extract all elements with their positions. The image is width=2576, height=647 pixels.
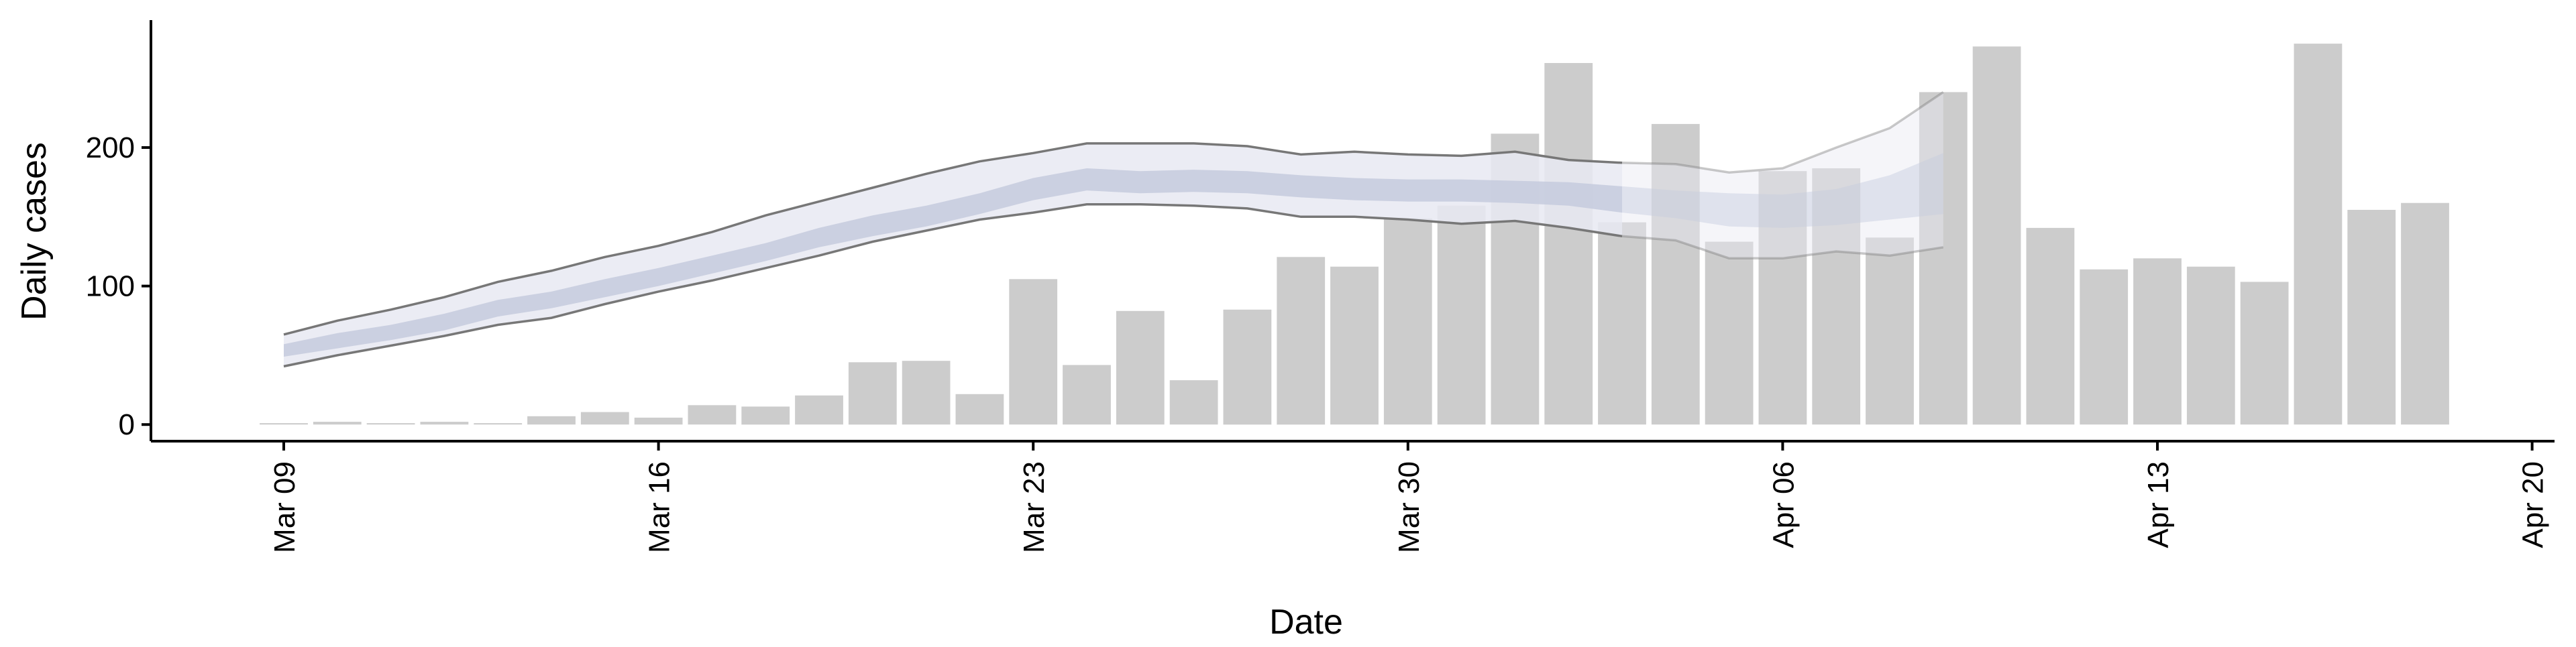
inner-band <box>284 168 1622 357</box>
bar <box>366 423 415 425</box>
bar <box>2186 266 2235 425</box>
bar <box>634 417 683 425</box>
bar <box>1758 171 1807 425</box>
bar <box>1437 205 1486 425</box>
bar <box>1651 123 1700 425</box>
bar <box>2294 44 2343 425</box>
bar <box>420 422 469 425</box>
bar <box>1116 310 1165 425</box>
bar <box>848 362 897 425</box>
estimate-band-layer <box>283 91 1944 368</box>
bar <box>1277 257 1326 425</box>
inner-band-tail <box>1622 153 1943 228</box>
bar <box>955 394 1004 425</box>
x-tick-label: Mar 23 <box>1018 461 1051 553</box>
bar <box>1919 92 1968 425</box>
y-axis-title: Daily cases <box>15 142 54 320</box>
x-axis-title: Date <box>1269 603 1343 642</box>
bar <box>1972 46 2021 425</box>
lower-bound-line-tail <box>1621 235 1944 260</box>
bar <box>1383 218 1432 425</box>
bar <box>1009 279 1058 425</box>
bar <box>1866 237 1914 425</box>
bar <box>580 412 629 425</box>
bar <box>902 361 951 425</box>
y-tick-label: 0 <box>119 408 135 441</box>
bar <box>2240 282 2289 425</box>
bars-layer <box>260 44 2449 425</box>
outer-band <box>284 143 1622 367</box>
bar <box>1544 63 1593 425</box>
x-tick-label: Apr 20 <box>2517 461 2550 548</box>
bar <box>795 395 843 425</box>
bar <box>2401 202 2449 425</box>
bar <box>741 406 790 425</box>
y-tick-label: 100 <box>86 270 135 303</box>
lower-bound-line <box>283 203 1623 368</box>
bar <box>313 422 362 425</box>
bar <box>1169 380 1218 425</box>
bar <box>260 423 308 425</box>
bar <box>1330 266 1379 425</box>
x-tick-label: Mar 09 <box>268 461 301 553</box>
upper-bound-line-tail <box>1621 91 1944 174</box>
bar <box>2347 210 2396 425</box>
bar <box>2080 269 2129 425</box>
bar <box>2026 227 2075 425</box>
upper-bound-line <box>283 142 1623 336</box>
bar <box>527 416 576 425</box>
bar <box>2133 258 2182 425</box>
bar <box>1812 168 1861 425</box>
y-tick-label: 200 <box>86 131 135 164</box>
bar <box>1063 365 1111 425</box>
axes-layer: 0 100 200 Mar 09 Mar 16 Mar 23 Mar 30 Apr 06 Apr… <box>86 20 2555 553</box>
x-tick-label: Mar 16 <box>643 461 676 553</box>
bar <box>474 423 523 425</box>
bar <box>688 405 737 425</box>
x-tick-label: Mar 30 <box>1393 461 1426 553</box>
bar <box>1705 241 1754 425</box>
bar <box>1223 309 1272 425</box>
outer-band-tail <box>1622 92 1943 259</box>
bar <box>1598 222 1646 425</box>
x-tick-label: Apr 13 <box>2142 461 2175 548</box>
x-tick-label: Apr 06 <box>1767 461 1800 548</box>
